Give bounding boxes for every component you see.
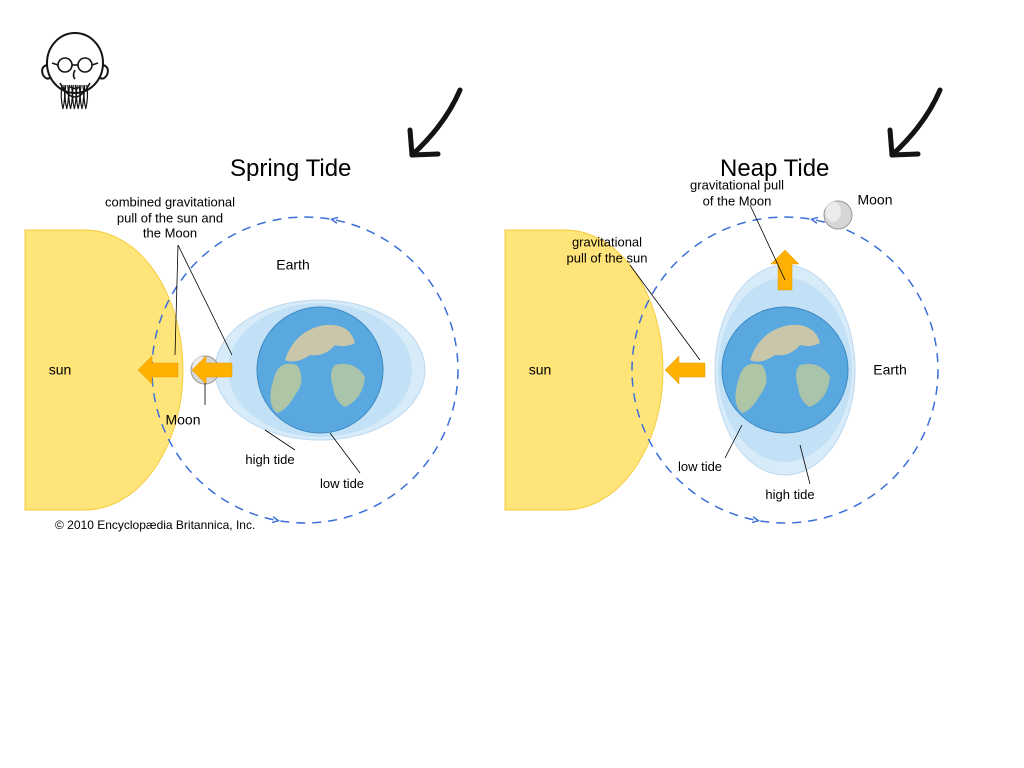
diagram-label: Earth: [873, 362, 906, 379]
diagram-label: sun: [49, 362, 72, 379]
diagram-label: high tide: [245, 452, 294, 468]
diagram-label: Moon: [165, 412, 200, 429]
spring-title: Spring Tide: [230, 155, 351, 183]
diagram-label: low tide: [678, 459, 722, 475]
diagram-label: Earth: [276, 257, 309, 274]
diagram-label: sun: [529, 362, 552, 379]
copyright-text: © 2010 Encyclopædia Britannica, Inc.: [55, 518, 255, 532]
tide-diagram: [0, 0, 1024, 768]
diagram-label: gravitational pull of the sun: [567, 234, 648, 265]
diagram-label: Moon: [857, 192, 892, 209]
diagram-label: combined gravitational pull of the sun a…: [105, 195, 235, 242]
diagram-label: high tide: [765, 487, 814, 503]
diagram-label: low tide: [320, 476, 364, 492]
diagram-label: gravitational pull of the Moon: [690, 177, 784, 208]
